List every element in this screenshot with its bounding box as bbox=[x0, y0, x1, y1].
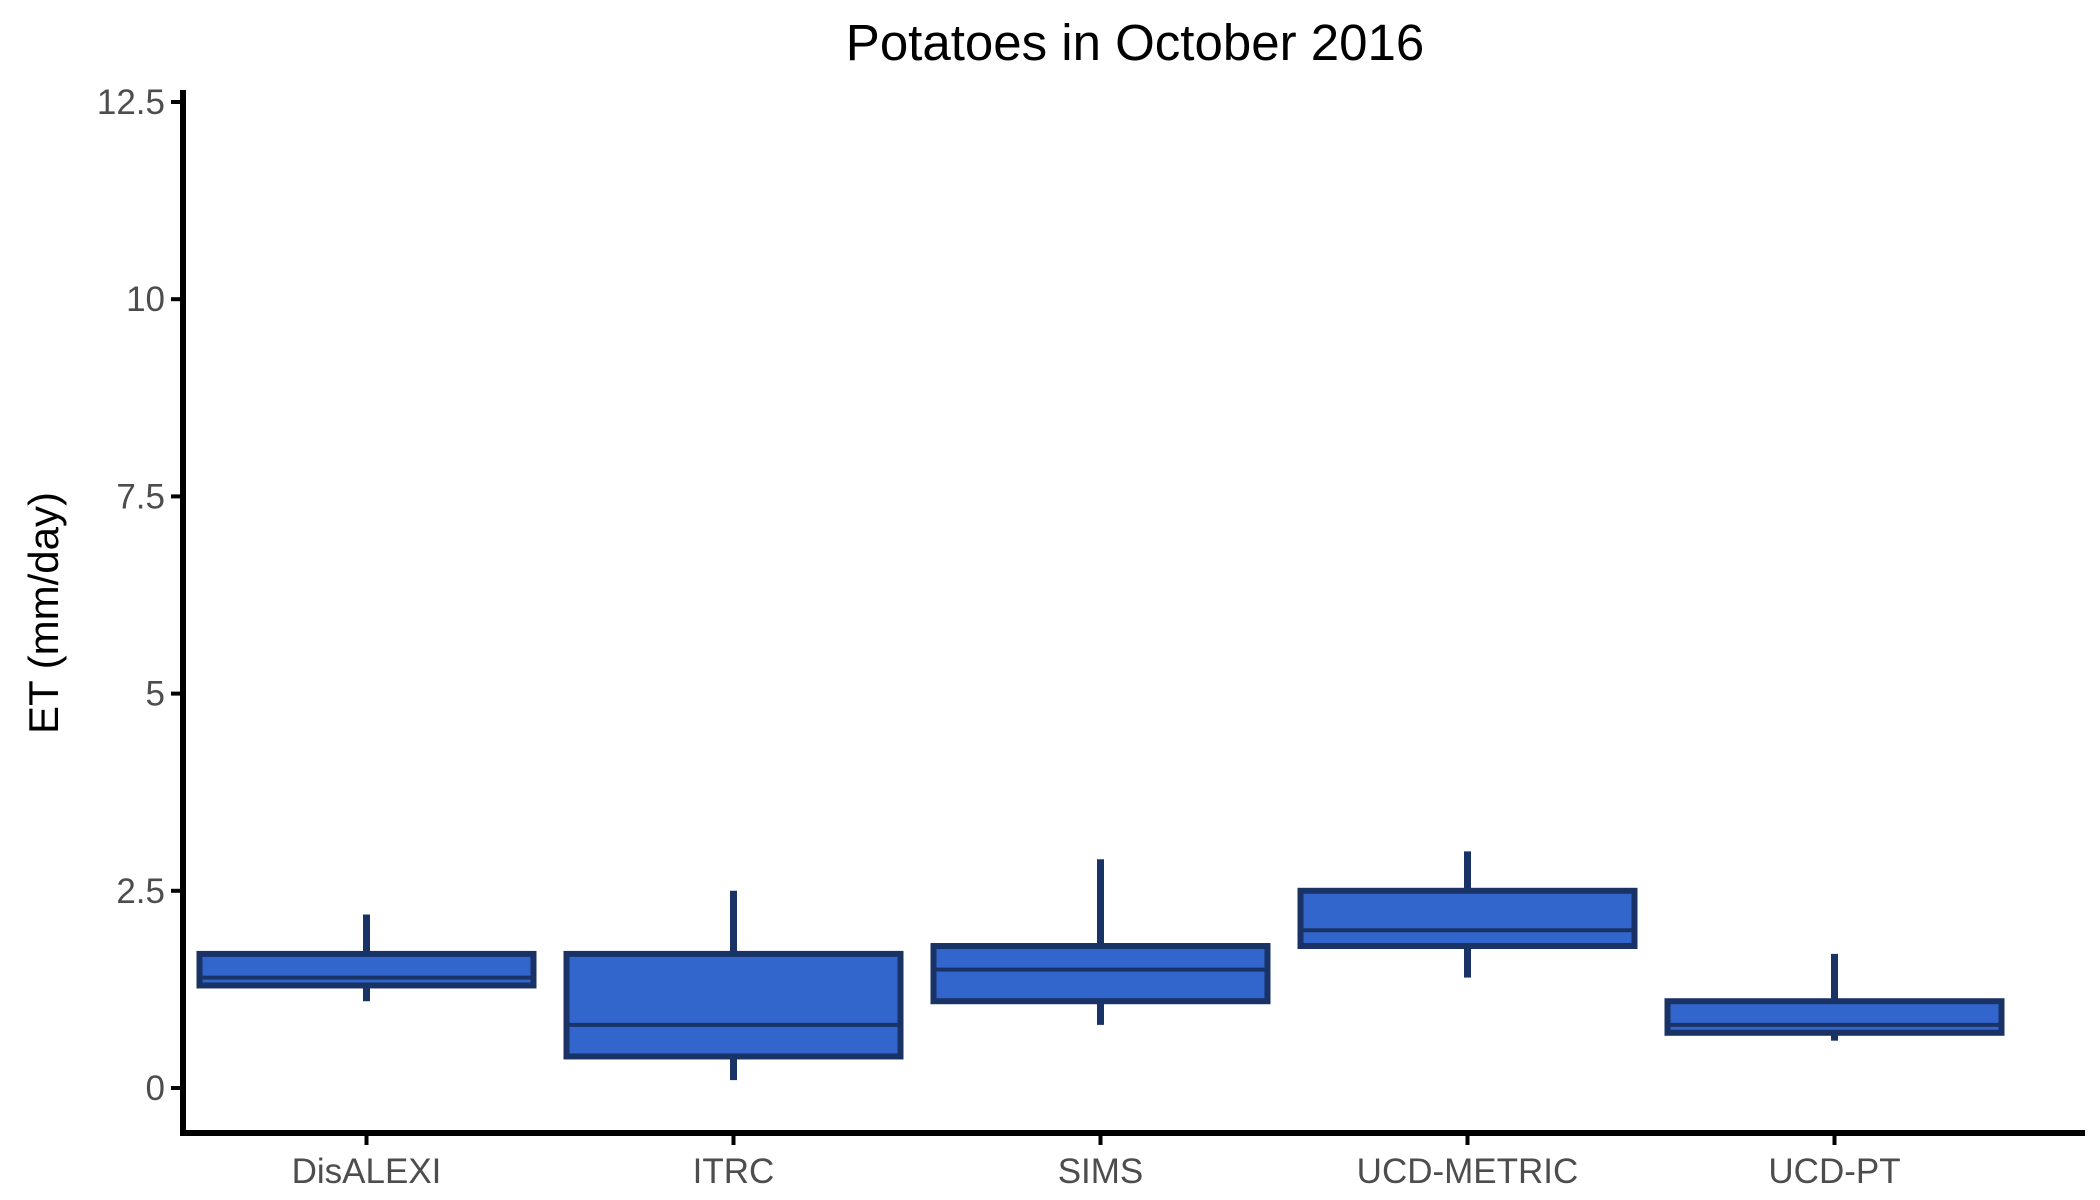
y-tick-label: 12.5 bbox=[97, 83, 165, 122]
chart-title: Potatoes in October 2016 bbox=[846, 14, 1424, 71]
x-tick-label: SIMS bbox=[1058, 1152, 1144, 1191]
box-iqr bbox=[930, 943, 1271, 1005]
box-itrc bbox=[563, 890, 904, 1081]
y-tick-label: 7.5 bbox=[116, 477, 165, 516]
y-tick-label: 10 bbox=[126, 280, 165, 319]
box-ucd-metric bbox=[1297, 851, 1638, 978]
box-disalexi bbox=[196, 914, 537, 1002]
box-iqr bbox=[563, 950, 904, 1060]
box-ucd-pt bbox=[1664, 953, 2005, 1041]
box-sims bbox=[930, 859, 1271, 1025]
box-iqr bbox=[1297, 887, 1638, 950]
box-series bbox=[196, 851, 2005, 1081]
x-tick-label: DisALEXI bbox=[292, 1152, 442, 1191]
x-axis: DisALEXI ITRC SIMS UCD-METRIC UCD-PT bbox=[180, 1130, 2085, 1191]
y-tick-label: 0 bbox=[146, 1069, 165, 1108]
y-axis: 0 2.5 5 7.5 10 12.5 bbox=[97, 83, 186, 1133]
y-axis-title: ET (mm/day) bbox=[20, 492, 67, 734]
y-tick-label: 2.5 bbox=[116, 872, 165, 911]
box-iqr bbox=[1664, 998, 2005, 1036]
x-tick-label: UCD-PT bbox=[1768, 1152, 1900, 1191]
x-tick-label: UCD-METRIC bbox=[1357, 1152, 1579, 1191]
y-tick-label: 5 bbox=[146, 675, 165, 714]
box-iqr bbox=[196, 950, 537, 989]
x-tick-label: ITRC bbox=[693, 1152, 775, 1191]
